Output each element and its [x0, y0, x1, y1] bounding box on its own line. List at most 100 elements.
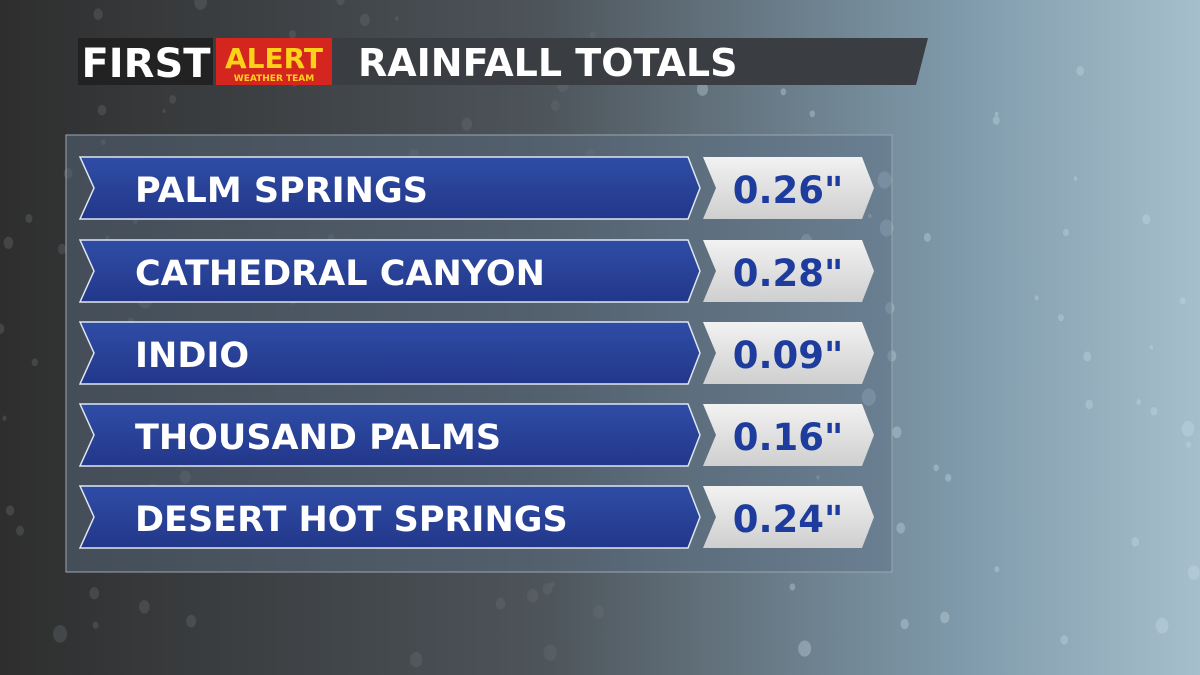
drop [816, 475, 820, 480]
drop [877, 171, 892, 189]
drop [179, 470, 191, 485]
location-bar [78, 403, 701, 467]
rainfall-value: 0.16" [733, 416, 844, 459]
drop [945, 473, 952, 482]
drop [93, 8, 103, 20]
drop [1131, 536, 1140, 547]
location-bar [78, 485, 701, 549]
drop [994, 566, 1000, 573]
drop [1142, 214, 1151, 225]
drop [53, 625, 68, 643]
drop [1181, 420, 1195, 437]
drop [789, 583, 796, 591]
drop [25, 213, 33, 223]
drop [1149, 345, 1154, 350]
drop [550, 581, 555, 588]
drop [186, 614, 197, 628]
drop [879, 219, 894, 237]
drop [678, 139, 689, 152]
drop [798, 640, 812, 657]
drop [288, 29, 297, 39]
drop [543, 644, 557, 661]
brand: FIRST [81, 41, 211, 87]
drop [57, 243, 67, 255]
drop [696, 82, 709, 96]
drop [359, 13, 370, 27]
drop [495, 597, 506, 610]
drop [896, 522, 906, 534]
drop [410, 652, 423, 668]
drop [92, 621, 99, 629]
drop [527, 588, 539, 603]
drop [1136, 399, 1142, 406]
rows: PALM SPRINGS 0.26" CATHEDRAL CANYON 0.28" IN… [78, 156, 874, 549]
rainfall-value: 0.09" [733, 334, 844, 377]
location-name: INDIO [135, 336, 249, 376]
drop [1058, 314, 1064, 322]
drop [461, 117, 473, 131]
drop [3, 236, 14, 249]
location-bar [78, 156, 701, 220]
value-box [703, 322, 874, 384]
drop [31, 358, 38, 367]
drop [133, 218, 138, 225]
drop [100, 139, 106, 146]
drop [868, 213, 872, 219]
drop [1062, 228, 1069, 237]
drop [169, 94, 177, 104]
drop [780, 88, 787, 96]
drop [1186, 441, 1192, 448]
drop [394, 16, 399, 21]
brand-highlight-box [216, 38, 332, 85]
drop [940, 611, 950, 624]
brand-highlight: ALERT [225, 42, 323, 75]
drop [589, 31, 596, 40]
brand-box [78, 38, 213, 85]
rainfall-value: 0.26" [733, 169, 844, 212]
brand-sub: WEATHER TEAM [234, 74, 314, 84]
drop [139, 600, 150, 614]
drop [336, 0, 345, 6]
drop [682, 614, 686, 619]
drop [542, 582, 553, 595]
location-name: THOUSAND PALMS [135, 418, 501, 458]
location-bar [78, 321, 701, 385]
drop [1034, 295, 1039, 301]
drop [861, 388, 876, 406]
drop [1073, 176, 1078, 181]
drop [162, 109, 166, 114]
drop [923, 232, 931, 242]
drop [97, 104, 107, 116]
value-box [703, 157, 874, 219]
location-bar [78, 239, 701, 303]
drop [994, 111, 999, 117]
location-name: PALM SPRINGS [135, 171, 428, 211]
drop [89, 587, 100, 600]
rainfall-value: 0.28" [733, 252, 844, 295]
drop [194, 0, 207, 10]
drop [933, 464, 939, 472]
drop [1083, 351, 1092, 362]
drop [1179, 297, 1186, 305]
drop [1187, 565, 1200, 580]
location-name: CATHEDRAL CANYON [135, 254, 545, 294]
drop [550, 100, 560, 112]
drop [892, 426, 902, 439]
drop [654, 219, 659, 227]
drop [1155, 617, 1169, 634]
rainfall-value: 0.24" [733, 498, 844, 541]
drop [900, 618, 909, 630]
drop [1060, 635, 1068, 645]
drop [1085, 399, 1094, 410]
drop [0, 323, 5, 335]
drop [992, 115, 1000, 125]
drop [16, 525, 25, 536]
drop [593, 605, 605, 619]
value-box [703, 486, 874, 548]
drop [2, 415, 7, 421]
drop [1076, 65, 1085, 76]
drop [6, 505, 15, 516]
value-box [703, 404, 874, 466]
